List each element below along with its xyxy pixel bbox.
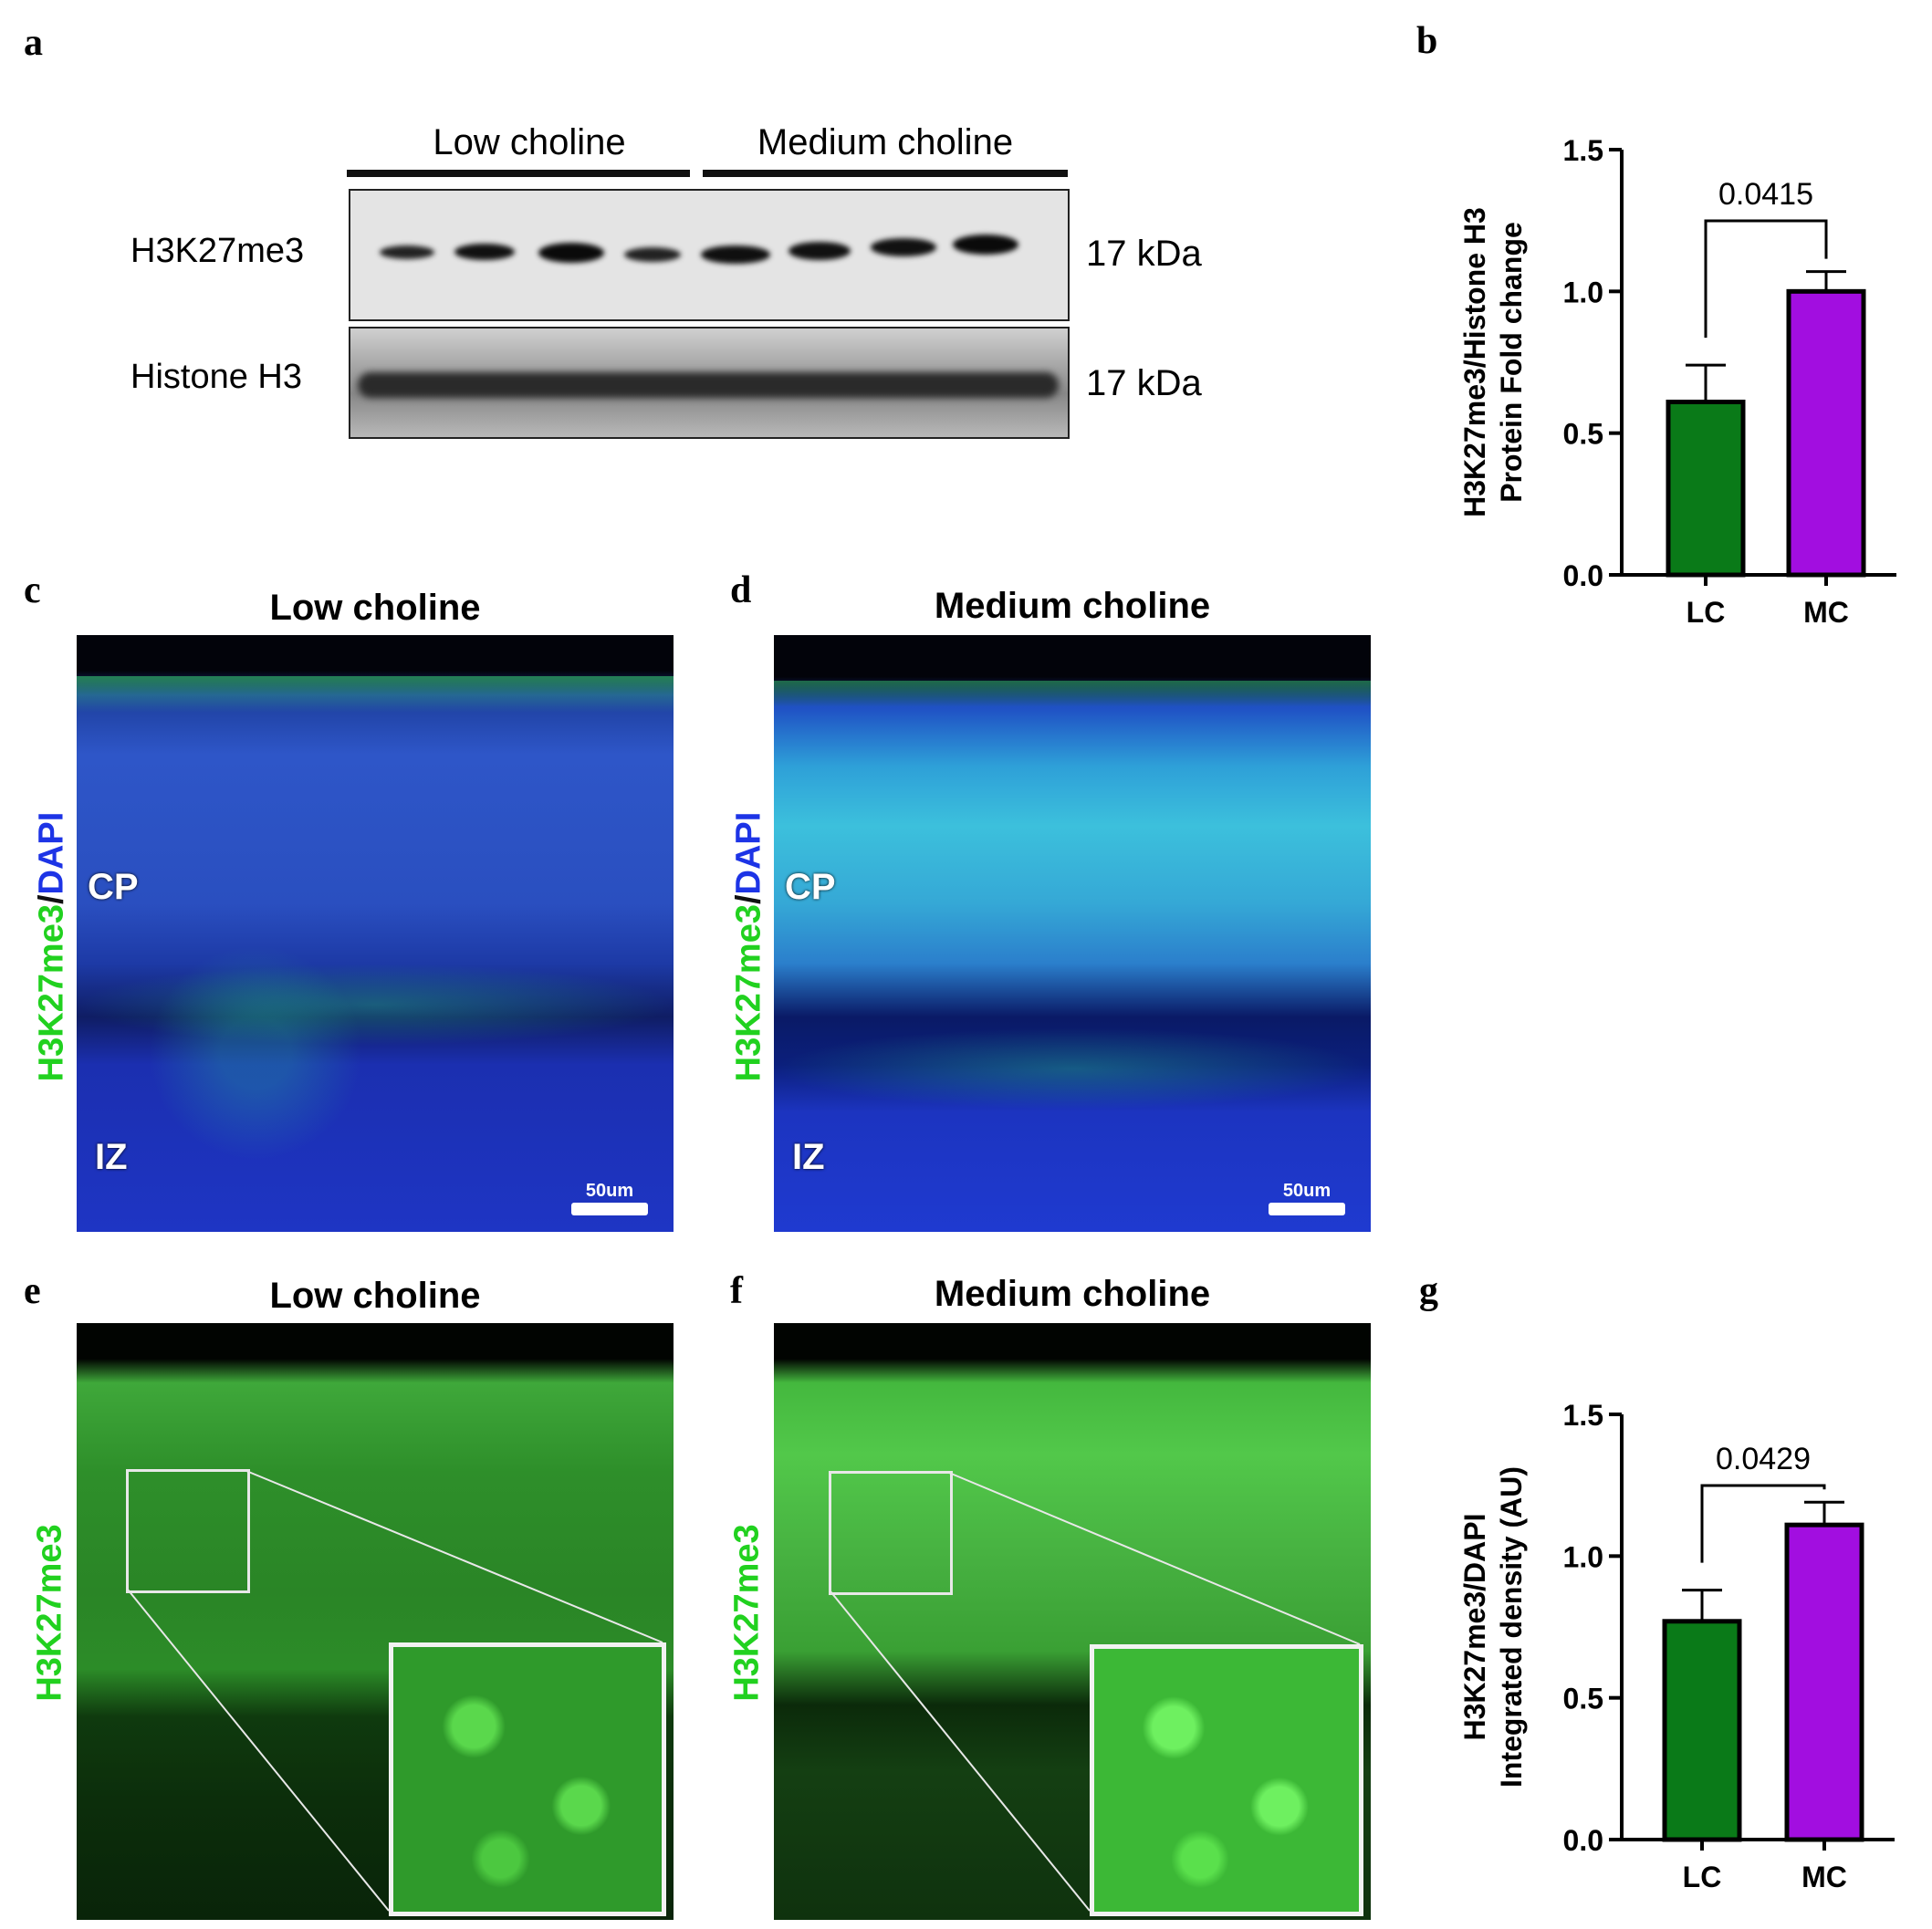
panel-label-f: f: [730, 1270, 743, 1312]
blot-band: [953, 235, 1018, 255]
group-bar-low: [347, 170, 690, 177]
blot-row-label-histone-h3: Histone H3: [131, 358, 302, 396]
title-e: Low choline: [269, 1276, 481, 1316]
panel-label-e: e: [24, 1270, 41, 1312]
y-axis-title-line2: Protein Fold change: [1495, 222, 1528, 503]
stain-label-f: H3K27me3: [727, 1524, 767, 1702]
y-axis-title-line2: Integrated density (AU): [1495, 1466, 1528, 1788]
y-axis-title: H3K27me3/Histone H3 Protein Fold change: [1458, 207, 1528, 517]
blot-strip-histone-h3: [349, 327, 1070, 439]
y-tick-label: 1.5: [1563, 134, 1603, 167]
zoom-inset: [1090, 1644, 1363, 1916]
zoom-inset: [389, 1642, 666, 1916]
y-tick-label: 0.0: [1563, 1824, 1603, 1857]
micrograph-d: CP IZ 50um: [774, 635, 1371, 1232]
y-axis-title-line1: H3K27me3/Histone H3: [1458, 207, 1491, 517]
micrograph-f: [774, 1323, 1371, 1920]
zoom-lines: [830, 1472, 1361, 1912]
panel-label-d: d: [730, 569, 752, 611]
micrograph-c: CP IZ 50um: [77, 635, 674, 1232]
blot-size-marker-2: 17 kDa: [1086, 363, 1202, 403]
panel-label-b: b: [1416, 20, 1438, 62]
blot-band: [871, 238, 936, 256]
zone-label-cp: CP: [88, 867, 139, 907]
zone-label-iz: IZ: [95, 1137, 128, 1177]
blot-size-marker-1: 17 kDa: [1086, 234, 1202, 274]
blot-band: [624, 247, 681, 262]
green-overlay: [774, 681, 1371, 708]
stain-label-e: H3K27me3: [30, 1524, 69, 1702]
x-tick-label: MC: [1803, 596, 1849, 629]
significance-bracket: [1700, 1484, 1826, 1563]
y-tick-label: 1.0: [1563, 276, 1603, 308]
bar-lc: [1666, 399, 1746, 578]
zone-label-iz: IZ: [792, 1137, 825, 1177]
green-band: [774, 1027, 1371, 1110]
blot-strip-h3k27me3: [349, 189, 1070, 321]
blot-band: [788, 242, 851, 260]
y-axis-title: H3K27me3/DAPI Integrated density (AU): [1458, 1466, 1528, 1788]
title-c: Low choline: [269, 588, 481, 628]
x-tick-label: LC: [1683, 1861, 1722, 1893]
significance-bracket: [1704, 219, 1828, 339]
zoom-box: [829, 1471, 953, 1595]
panel-label-a: a: [24, 22, 43, 64]
zoom-lines: [127, 1470, 663, 1912]
scale-bar: [571, 1203, 648, 1215]
scale-bar: [1269, 1203, 1345, 1215]
x-tick-label: MC: [1801, 1861, 1847, 1893]
bar-mc: [1786, 288, 1866, 578]
title-d: Medium choline: [934, 586, 1211, 626]
stain-label-d: H3K27me3/DAPI: [729, 811, 768, 1082]
bar-chart-b: 0.0 0.5 1.0 1.5 LC MC 0.0415 H3K27me3/Histone H…: [1458, 134, 1896, 629]
blot-band-wide: [358, 372, 1059, 398]
blot-band: [380, 245, 434, 259]
p-value-label: 0.0429: [1716, 1442, 1811, 1476]
y-tick-label: 1.5: [1563, 1399, 1603, 1432]
group-label-medium-choline: Medium choline: [757, 122, 1014, 162]
blot-row-label-h3k27me3: H3K27me3: [131, 232, 305, 270]
p-value-label: 0.0415: [1718, 177, 1813, 212]
group-bar-medium: [703, 170, 1068, 177]
x-tick-label: LC: [1687, 596, 1726, 629]
blot-band: [538, 243, 604, 263]
y-tick-label: 0.5: [1563, 418, 1603, 451]
blot-band: [701, 245, 770, 264]
scale-bar-label: 50um: [585, 1181, 634, 1201]
y-tick-label: 0.0: [1563, 559, 1603, 592]
scale-bar-label: 50um: [1282, 1181, 1332, 1201]
zoom-box: [126, 1469, 250, 1593]
bar-lc: [1662, 1619, 1742, 1842]
stain-label-c: H3K27me3/DAPI: [32, 811, 71, 1082]
panel-label-g: g: [1419, 1270, 1438, 1312]
green-overlay: [77, 676, 674, 713]
bar-mc: [1784, 1522, 1864, 1842]
micrograph-e: [77, 1323, 674, 1920]
panel-label-c: c: [24, 569, 41, 611]
y-tick-label: 1.0: [1563, 1540, 1603, 1573]
y-tick-label: 0.5: [1563, 1683, 1603, 1715]
title-f: Medium choline: [934, 1274, 1211, 1314]
blot-band: [454, 244, 515, 260]
group-label-low-choline: Low choline: [433, 122, 626, 162]
zone-label-cp: CP: [785, 867, 836, 907]
green-band: [77, 964, 674, 1046]
bar-chart-g: 0.0 0.5 1.0 1.5 LC MC 0.0429 H3K27me3/DAPI Integ…: [1458, 1399, 1895, 1893]
y-axis-title-line1: H3K27me3/DAPI: [1458, 1514, 1491, 1741]
